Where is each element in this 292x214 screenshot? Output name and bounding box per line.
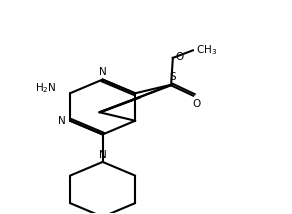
Text: N: N: [99, 150, 107, 160]
Text: CH$_3$: CH$_3$: [196, 43, 217, 57]
Text: H$_2$N: H$_2$N: [36, 81, 57, 95]
Text: O: O: [192, 99, 200, 109]
Text: N: N: [58, 116, 66, 126]
Text: S: S: [169, 72, 176, 82]
Text: N: N: [99, 67, 107, 77]
Text: O: O: [176, 52, 184, 62]
